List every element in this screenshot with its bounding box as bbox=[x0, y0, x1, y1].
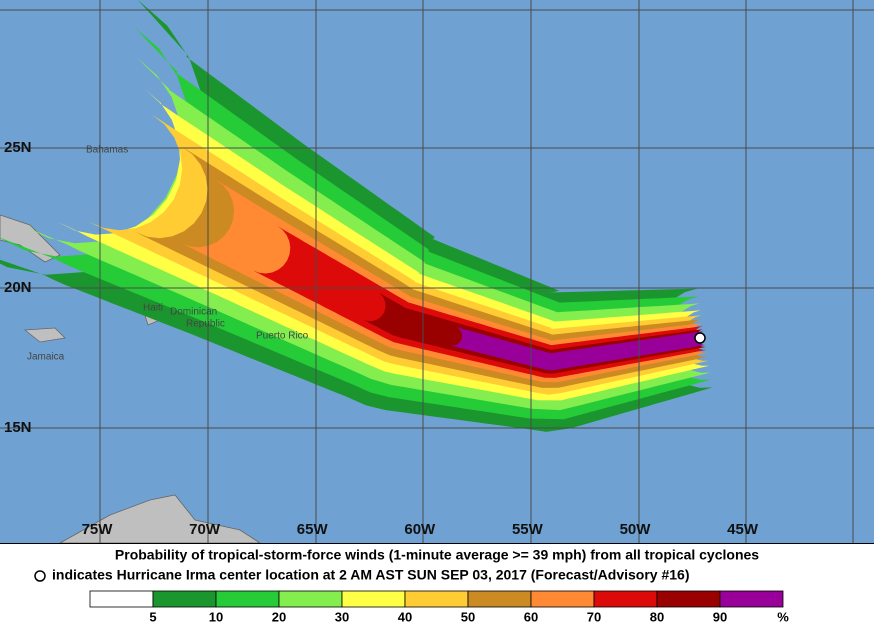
map-labels: Bahamas Haiti Dominican Republic Puerto … bbox=[4, 139, 759, 538]
place-label: Jamaica bbox=[27, 352, 65, 363]
lon-label: 65W bbox=[297, 521, 329, 538]
legend-label: 5 bbox=[149, 609, 156, 624]
legend-swatch bbox=[404, 590, 469, 608]
grid bbox=[0, 0, 874, 543]
place-label: Puerto Rico bbox=[256, 331, 309, 342]
place-label: Bahamas bbox=[86, 145, 128, 156]
legend-swatch bbox=[656, 590, 721, 608]
legend-label: 10 bbox=[209, 609, 223, 624]
legend-swatch bbox=[89, 590, 154, 608]
lat-label: 20N bbox=[4, 279, 32, 296]
lon-label: 60W bbox=[404, 521, 436, 538]
legend-unit: % bbox=[777, 609, 789, 624]
legend-center-icon bbox=[34, 570, 46, 582]
probability-band bbox=[135, 147, 708, 388]
legend-label: 40 bbox=[398, 609, 412, 624]
jamaica-land bbox=[23, 327, 66, 343]
probability-band bbox=[450, 326, 707, 371]
caption-line: Probability of tropical-storm-force wind… bbox=[115, 547, 759, 563]
caption-panel bbox=[0, 543, 874, 628]
lon-label: 75W bbox=[82, 521, 114, 538]
legend-label: 50 bbox=[461, 609, 475, 624]
place-label: Dominican bbox=[170, 307, 217, 318]
legend-swatch bbox=[530, 590, 595, 608]
legend-swatch bbox=[467, 590, 532, 608]
legend-label: 70 bbox=[587, 609, 601, 624]
legend-label: 20 bbox=[272, 609, 286, 624]
legend: 5 10 20 30 40 50 60 70 80 90% bbox=[89, 590, 789, 624]
legend-label: 80 bbox=[650, 609, 664, 624]
lon-label: 70W bbox=[189, 521, 221, 538]
storm-center bbox=[694, 332, 706, 344]
place-label: Haiti bbox=[143, 303, 163, 314]
legend-swatch bbox=[593, 590, 658, 608]
probability-band bbox=[88, 114, 709, 395]
lon-label: 55W bbox=[512, 521, 544, 538]
lon-label: 50W bbox=[620, 521, 652, 538]
legend-swatch bbox=[215, 590, 280, 608]
probability-bands bbox=[0, 0, 713, 432]
legend-swatch bbox=[278, 590, 343, 608]
caption-line: indicates Hurricane Irma center location… bbox=[52, 567, 690, 583]
lon-label: 45W bbox=[727, 521, 759, 538]
cuba bbox=[0, 214, 61, 263]
legend-swatch bbox=[341, 590, 406, 608]
lat-label: 25N bbox=[4, 139, 32, 156]
legend-swatch bbox=[719, 590, 784, 608]
legend-swatch bbox=[152, 590, 217, 608]
probability-band bbox=[252, 226, 707, 378]
legend-label: 30 bbox=[335, 609, 349, 624]
legend-label: 90 bbox=[713, 609, 727, 624]
legend-label: 60 bbox=[524, 609, 538, 624]
south-america bbox=[58, 494, 262, 544]
place-label: Republic bbox=[186, 319, 225, 330]
lat-label: 15N bbox=[4, 419, 32, 436]
